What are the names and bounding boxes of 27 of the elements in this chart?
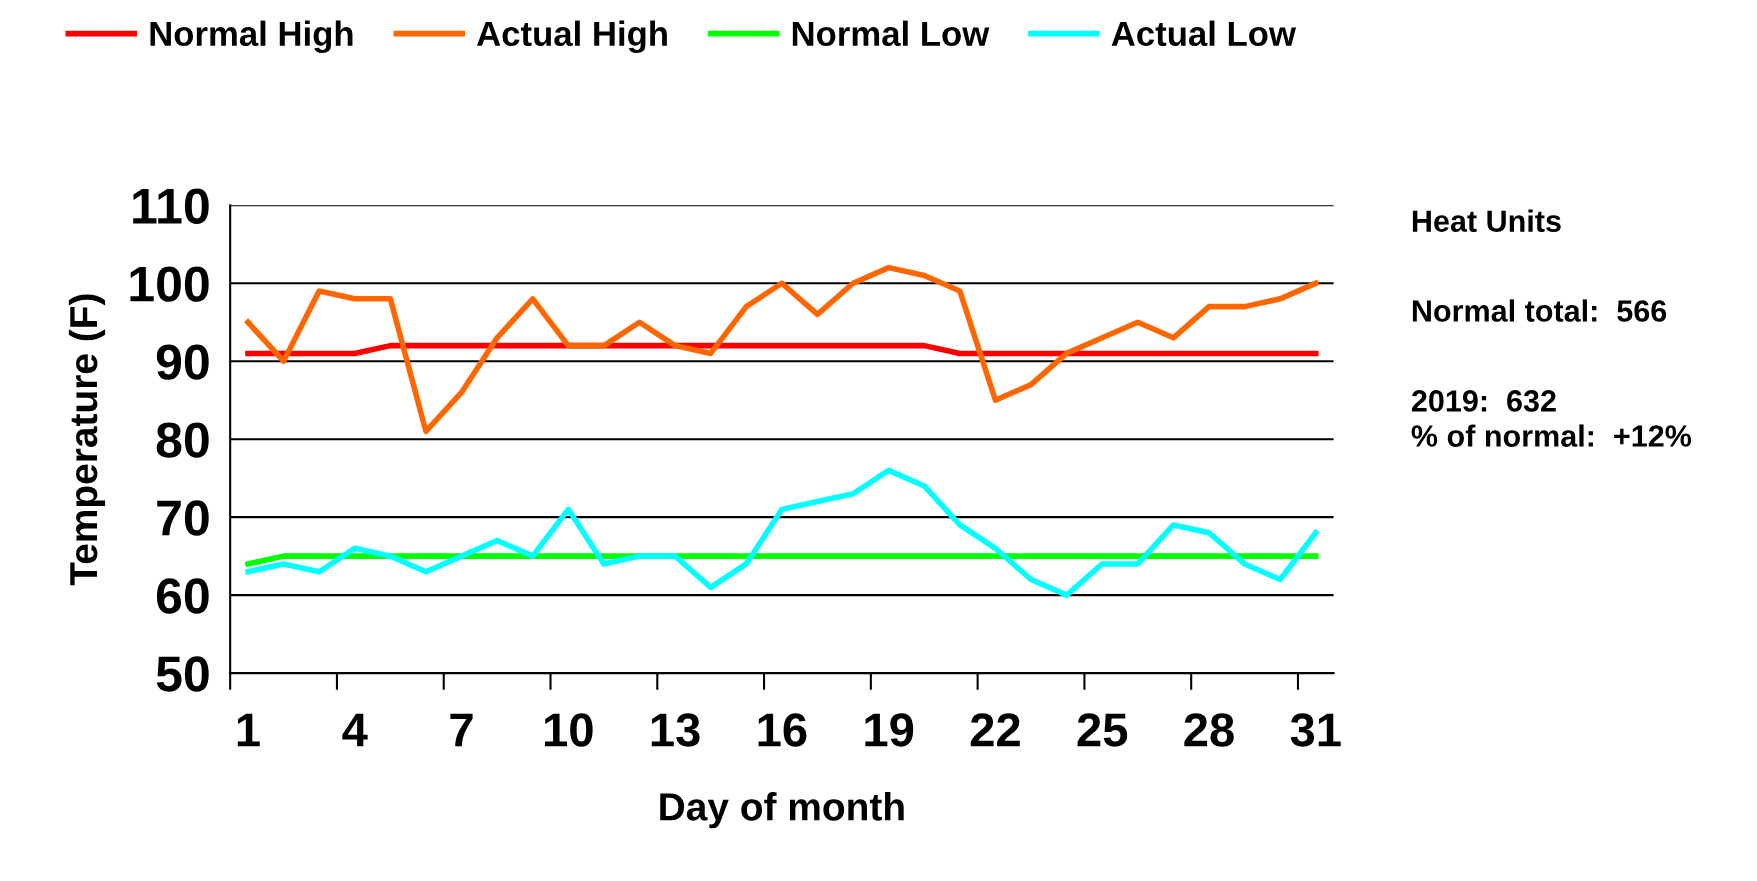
y-tick-label: 110: [133, 188, 209, 224]
x-tick-label: 22: [970, 713, 1020, 747]
legend-label: Normal High: [150, 20, 353, 54]
y-tick-label: 50: [156, 656, 209, 692]
x-axis-title: Day of month: [660, 792, 904, 829]
x-tick-label: 4: [342, 713, 368, 747]
x-tick-label: 7: [450, 713, 473, 747]
x-tick-label: 16: [758, 713, 807, 747]
y-tick-label: 60: [156, 578, 209, 614]
text: 2019: 632 % of normal: +12%: [1411, 390, 1692, 447]
text: Heat Units: [1412, 209, 1561, 232]
legend-label: Actual Low: [1111, 20, 1297, 47]
x-tick-label: 1: [237, 713, 260, 747]
y-tick-label: 70: [157, 500, 209, 536]
y-tick-label: 80: [156, 422, 209, 458]
text: Normal total: 566: [1412, 299, 1667, 322]
x-tick-label: 31: [1290, 713, 1341, 747]
y-tick-label: 100: [130, 266, 209, 302]
legend-label: Normal Low: [792, 20, 990, 47]
x-tick-label: 10: [545, 713, 593, 747]
legend-label: Actual High: [476, 20, 667, 54]
x-tick-label: 13: [651, 713, 700, 747]
x-tick-label: 19: [865, 713, 914, 747]
x-tick-label: 28: [1184, 713, 1234, 747]
y-axis-title: Temperature (F): [68, 294, 106, 586]
x-tick-label: 25: [1077, 713, 1128, 747]
y-tick-label: 90: [156, 344, 209, 380]
